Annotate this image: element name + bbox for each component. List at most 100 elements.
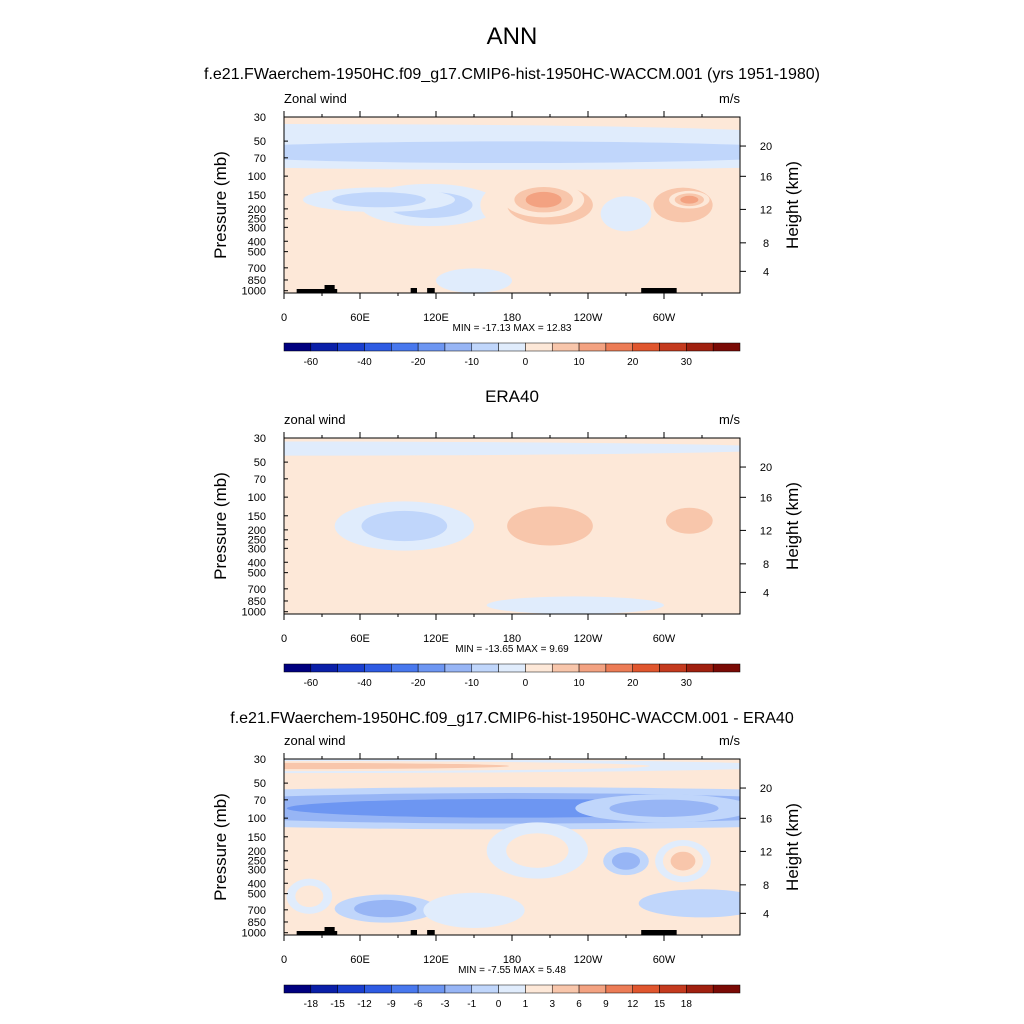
- y2-tick-label: 12: [760, 525, 772, 537]
- colorbar-label: -1: [467, 999, 476, 1010]
- colorbar-label: 9: [603, 999, 609, 1010]
- colorbar-swatch: [578, 342, 607, 352]
- x-tick-label: 180: [503, 954, 521, 966]
- y-tick-label: 30: [254, 754, 266, 766]
- colorbar-swatch: [551, 663, 580, 673]
- y-tick-label: 250: [248, 856, 266, 868]
- colorbar-swatch: [632, 663, 660, 673]
- colorbar-swatch: [444, 342, 473, 352]
- y2-tick-label: 20: [760, 462, 772, 474]
- y-axis-label: Pressure (mb): [211, 151, 230, 259]
- x-tick-label: 120E: [423, 312, 449, 324]
- y-tick-label: 200: [248, 204, 266, 216]
- contour-region: [486, 596, 664, 614]
- colorbar-label: 18: [681, 999, 693, 1010]
- contour-region: [309, 268, 436, 290]
- contour-region: [295, 885, 324, 908]
- colorbar-label: -40: [357, 678, 372, 689]
- contour-region: [506, 833, 569, 868]
- topography: [410, 930, 417, 935]
- topography: [641, 930, 677, 935]
- contour-region: [609, 799, 719, 817]
- colorbar-swatch: [659, 984, 687, 994]
- y-tick-label: 400: [248, 878, 266, 890]
- y2-axis-label: Height (km): [783, 161, 802, 249]
- y-tick-label: 250: [248, 214, 266, 226]
- y2-axis-label: Height (km): [783, 803, 802, 891]
- colorbar-swatch: [712, 984, 741, 994]
- panel-1: f.e21.FWaerchem-1950HC.f09_g17.CMIP6-his…: [204, 66, 820, 368]
- x-tick-label: 180: [503, 633, 521, 645]
- topography: [641, 288, 677, 293]
- y-tick-label: 1000: [242, 928, 266, 940]
- contour-region: [354, 899, 417, 918]
- colorbar-swatch: [712, 663, 741, 673]
- colorbar-label: 0: [523, 678, 529, 689]
- units-label: m/s: [719, 91, 740, 106]
- colorbar-swatch: [686, 342, 714, 352]
- colorbar-swatch: [498, 663, 526, 673]
- colorbar-swatch: [686, 663, 714, 673]
- contour-region: [436, 268, 512, 293]
- colorbar-swatch: [578, 663, 607, 673]
- y-tick-label: 30: [254, 112, 266, 124]
- x-tick-label: 120E: [423, 954, 449, 966]
- colorbar-label: 12: [627, 999, 639, 1010]
- topography: [324, 927, 335, 935]
- y-axis-label: Pressure (mb): [211, 472, 230, 580]
- colorbar-label: -60: [304, 357, 319, 368]
- colorbar-swatch: [283, 984, 312, 994]
- colorbar-label: 30: [681, 678, 693, 689]
- colorbar-label: 10: [573, 357, 585, 368]
- y2-tick-label: 12: [760, 204, 772, 216]
- colorbar-swatch: [659, 342, 687, 352]
- x-tick-label: 60E: [350, 312, 370, 324]
- contour-region: [680, 195, 699, 204]
- panel-title: f.e21.FWaerchem-1950HC.f09_g17.CMIP6-his…: [204, 66, 820, 83]
- y2-tick-label: 8: [763, 880, 769, 892]
- colorbar-swatch: [391, 342, 419, 352]
- colorbar-swatch: [283, 663, 312, 673]
- y-tick-label: 850: [248, 596, 266, 608]
- contour-region: [611, 852, 641, 870]
- contour-region: [284, 459, 740, 488]
- contour-region: [638, 889, 740, 918]
- y2-tick-label: 12: [760, 846, 772, 858]
- y-tick-label: 50: [254, 136, 266, 148]
- y-tick-label: 200: [248, 525, 266, 537]
- contour-field: [284, 117, 740, 293]
- colorbar-label: -12: [357, 999, 372, 1010]
- colorbar-swatch: [391, 984, 419, 994]
- panel-3: f.e21.FWaerchem-1950HC.f09_g17.CMIP6-his…: [211, 710, 802, 1010]
- colorbar-swatch: [605, 984, 633, 994]
- variable-label: zonal wind: [284, 412, 345, 427]
- y-tick-label: 400: [248, 236, 266, 248]
- contour-region: [525, 191, 562, 208]
- y-tick-label: 150: [248, 511, 266, 523]
- colorbar-label: -20: [411, 678, 426, 689]
- y-tick-label: 1000: [242, 607, 266, 619]
- colorbar-label: 20: [627, 678, 639, 689]
- x-tick-label: 60E: [350, 633, 370, 645]
- colorbar-label: 3: [549, 999, 555, 1010]
- variable-label: zonal wind: [284, 733, 345, 748]
- contour-region: [507, 506, 593, 546]
- colorbar-swatch: [471, 342, 499, 352]
- y2-tick-label: 16: [760, 171, 772, 183]
- x-tick-label: 0: [281, 633, 287, 645]
- x-tick-label: 180: [503, 312, 521, 324]
- y2-tick-label: 4: [763, 587, 769, 599]
- x-tick-label: 60W: [653, 633, 676, 645]
- colorbar-label: 0: [496, 999, 502, 1010]
- y-tick-label: 700: [248, 584, 266, 596]
- colorbar-swatch: [283, 342, 312, 352]
- contour-region: [361, 510, 448, 542]
- colorbar-swatch: [498, 984, 526, 994]
- colorbar-swatch: [417, 342, 446, 352]
- contour-field: [284, 438, 740, 614]
- y2-tick-label: 16: [760, 492, 772, 504]
- min-max-label: MIN = -13.65 MAX = 9.69: [455, 644, 569, 655]
- colorbar-label: -10: [465, 357, 480, 368]
